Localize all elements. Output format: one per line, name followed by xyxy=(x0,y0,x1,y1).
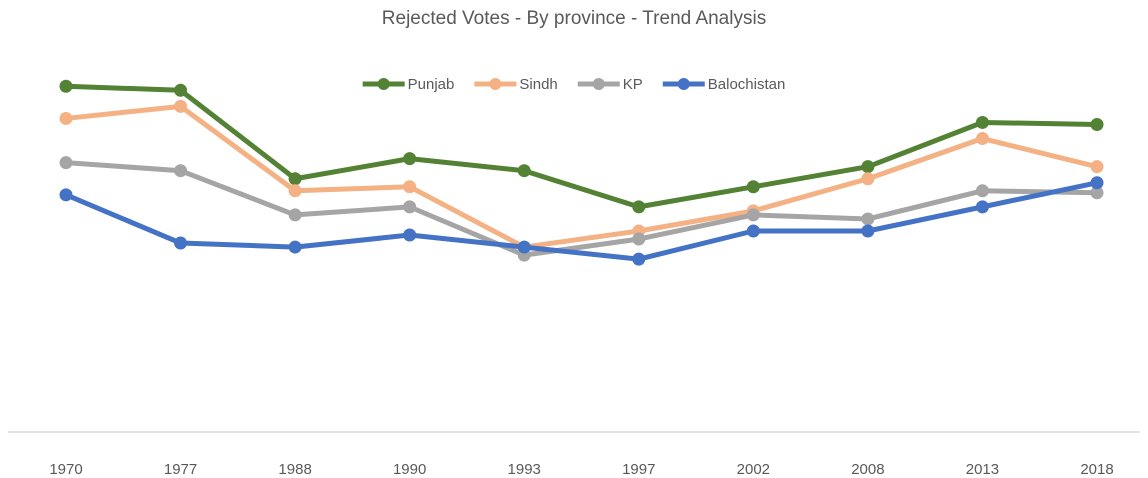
data-point-punjab xyxy=(861,160,875,174)
data-point-punjab xyxy=(403,152,417,166)
x-tick-label: 2018 xyxy=(1080,461,1113,478)
data-point-kp xyxy=(746,208,760,222)
x-tick-label: 1990 xyxy=(393,461,426,478)
x-tick-label: 1988 xyxy=(278,461,311,478)
legend-marker-balochistan xyxy=(677,78,690,90)
data-point-sindh xyxy=(403,180,417,194)
data-point-sindh xyxy=(59,111,73,125)
data-point-kp xyxy=(288,208,302,222)
data-point-kp xyxy=(861,212,875,226)
x-tick-label: 1997 xyxy=(622,461,655,478)
data-point-kp xyxy=(975,184,989,198)
data-point-kp xyxy=(403,200,417,214)
data-point-kp xyxy=(174,164,188,178)
legend-item-sindh: Sindh xyxy=(474,76,558,93)
x-tick-labels: 1970 1977 1988 1990 1993 1997 2002 2008 2013 2018 xyxy=(49,461,1113,478)
data-point-balochistan xyxy=(746,224,760,238)
series-layer xyxy=(59,79,1104,266)
legend-label-punjab: Punjab xyxy=(408,76,455,93)
legend-marker-punjab xyxy=(377,78,390,90)
data-point-balochistan xyxy=(288,240,302,254)
data-point-punjab xyxy=(746,180,760,194)
data-point-balochistan xyxy=(403,228,417,242)
x-tick-label: 2002 xyxy=(737,461,770,478)
data-point-balochistan xyxy=(517,240,531,254)
legend-item-balochistan: Balochistan xyxy=(662,76,786,93)
legend-item-kp: KP xyxy=(577,76,643,93)
data-point-punjab xyxy=(288,172,302,186)
series-line-sindh xyxy=(63,103,1100,250)
data-point-punjab xyxy=(632,200,646,214)
data-point-balochistan xyxy=(975,200,989,214)
legend-label-kp: KP xyxy=(623,76,643,93)
data-point-kp xyxy=(632,232,646,246)
series-line-punjab xyxy=(63,83,1100,210)
series-kp xyxy=(59,156,1104,262)
data-point-punjab xyxy=(174,83,188,97)
data-point-balochistan xyxy=(1090,176,1104,190)
legend-marker-sindh xyxy=(489,78,502,90)
x-tick-label: 1993 xyxy=(508,461,541,478)
series-line-kp xyxy=(63,160,1100,258)
data-point-kp xyxy=(59,156,73,170)
data-point-sindh xyxy=(975,132,989,146)
series-line-balochistan xyxy=(63,180,1100,262)
legend-label-balochistan: Balochistan xyxy=(708,76,786,93)
data-point-punjab xyxy=(975,115,989,129)
data-point-sindh xyxy=(288,184,302,198)
data-point-sindh xyxy=(861,172,875,186)
data-point-balochistan xyxy=(59,188,73,202)
chart-title: Rejected Votes - By province - Trend Ana… xyxy=(381,8,767,29)
legend-item-punjab: Punjab xyxy=(362,76,455,93)
x-tick-label: 2008 xyxy=(851,461,884,478)
data-point-punjab xyxy=(59,79,73,93)
data-point-sindh xyxy=(1090,160,1104,174)
data-point-balochistan xyxy=(861,224,875,238)
x-tick-label: 1977 xyxy=(164,461,197,478)
series-punjab xyxy=(59,79,1104,214)
data-point-punjab xyxy=(1090,117,1104,131)
data-point-punjab xyxy=(517,164,531,178)
legend: Punjab Sindh KP Balochistan xyxy=(362,76,786,93)
series-balochistan xyxy=(59,176,1104,266)
legend-label-sindh: Sindh xyxy=(519,76,557,93)
data-point-kp xyxy=(1090,186,1104,200)
legend-marker-kp xyxy=(592,78,605,90)
data-point-sindh xyxy=(174,99,188,113)
x-tick-label: 2013 xyxy=(966,461,999,478)
series-sindh xyxy=(59,99,1104,254)
x-tick-label: 1970 xyxy=(49,461,82,478)
data-point-balochistan xyxy=(174,236,188,250)
data-point-balochistan xyxy=(632,252,646,266)
